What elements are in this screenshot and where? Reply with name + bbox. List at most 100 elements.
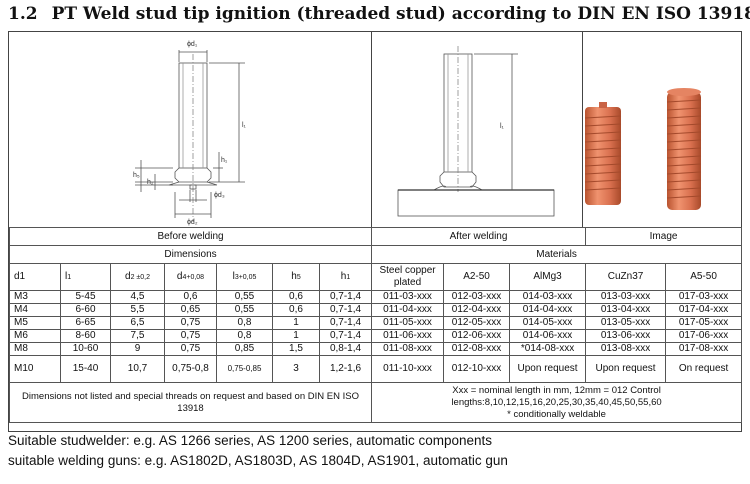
table-cell: 1 [272, 329, 320, 343]
column-header-row: d1 l1 d2 ±0,2 d4+0,08 l3+0,05 h5 h1 Stee… [9, 263, 743, 291]
note-lengths: Xxx = nominal length in mm, 12mm = 012 C… [371, 382, 743, 423]
col-cuzn37: CuZn37 [585, 263, 667, 291]
footer-welding-guns: suitable welding guns: e.g. AS1802D, AS1… [8, 453, 508, 468]
table-cell: 0,8-1,4 [318, 342, 373, 356]
table-cell: 011-06-xxx [371, 329, 445, 343]
label-h2: h₂ [147, 179, 154, 186]
table-row: M8 10-60 9 0,75 0,85 1,5 0,8-1,4 011-08-xxx 012-… [9, 342, 743, 356]
stud-dimension-drawing: ϕd₁ l₁ h₁ h₅ h₂ ϕd₃ ϕd₂ [133, 41, 247, 226]
col-a2-50: A2-50 [443, 263, 511, 291]
section-number: 1.2 [8, 4, 38, 24]
table-cell: 4,5 [110, 290, 165, 304]
notes-row: Dimensions not listed and special thread… [8, 382, 743, 423]
header-before-welding: Before welding [8, 227, 373, 246]
table-cell: 012-06-xxx [443, 329, 511, 343]
table-cell: 0,6 [164, 290, 217, 304]
table-cell: 017-06-xxx [665, 329, 743, 343]
table-cell: 013-05-xxx [585, 316, 667, 330]
stud-photo-2 [666, 88, 702, 210]
table-cell: 0,85 [216, 342, 273, 356]
table-cell: 6-60 [60, 303, 111, 317]
table-cell: 012-03-xxx [443, 290, 511, 304]
table-cell: 0,55 [216, 303, 273, 317]
table-cell: M4 [9, 303, 61, 317]
table-cell: 0,7-1,4 [318, 329, 373, 343]
table-cell: 5,5 [110, 303, 165, 317]
table-row: M4 6-60 5,5 0,65 0,55 0,6 0,7-1,4 011-04-xxx 012… [9, 303, 743, 317]
table-cell: 0,8 [216, 316, 273, 330]
table-cell: 6,5 [110, 316, 165, 330]
footer-studwelder: Suitable studwelder: e.g. AS 1266 series… [8, 433, 493, 448]
table-cell: 017-05-xxx [665, 316, 743, 330]
table-cell: 014-06-xxx [509, 329, 587, 343]
table-row: M5 6-65 6,5 0,75 0,8 1 0,7-1,4 011-05-xxx 012-05… [9, 316, 743, 330]
table-cell: 0,6 [272, 290, 320, 304]
table-cell: 1 [272, 316, 320, 330]
table-cell: 017-04-xxx [665, 303, 743, 317]
table-cell: 011-03-xxx [371, 290, 445, 304]
col-steel-copper: Steel copper plated [371, 263, 445, 291]
table-cell: 0,55 [216, 290, 273, 304]
col-h5: h5 [272, 263, 320, 291]
table-cell: 011-04-xxx [371, 303, 445, 317]
col-almg3: AlMg3 [509, 263, 587, 291]
ignition-tip [189, 184, 197, 190]
col-h1: h1 [318, 263, 373, 291]
table-cell: 014-05-xxx [509, 316, 587, 330]
figure-divider-2 [582, 32, 583, 227]
dimensions-materials-table: Before welding After welding Image Dimen… [8, 227, 743, 423]
table-cell: 0,75 [164, 329, 217, 343]
table-cell: 1,5 [272, 342, 320, 356]
col-l3: l3+0,05 [216, 263, 273, 291]
label-l1: l₁ [242, 122, 247, 129]
welded-stud-drawing: l₁ [397, 46, 555, 217]
table-cell: 0,7-1,4 [318, 290, 373, 304]
table-cell: 012-04-xxx [443, 303, 511, 317]
label-d1: ϕd₁ [187, 41, 198, 48]
table-cell: 013-04-xxx [585, 303, 667, 317]
table-cell: 011-08-xxx [371, 342, 445, 356]
col-d1: d1 [9, 263, 61, 291]
table-cell: 0,75 [164, 342, 217, 356]
table-cell: 017-08-xxx [665, 342, 743, 356]
table-cell: 10-60 [60, 342, 111, 356]
table-row: M6 8-60 7,5 0,75 0,8 1 0,7-1,4 011-06-xxx 012-06… [9, 329, 743, 343]
header-after-welding: After welding [371, 227, 587, 246]
table-cell: 011-05-xxx [371, 316, 445, 330]
section-title: PT Weld stud tip ignition (threaded stud… [51, 4, 750, 24]
header-materials: Materials [371, 245, 743, 264]
col-d4: d4+0,08 [164, 263, 217, 291]
note-dimensions: Dimensions not listed and special thread… [8, 382, 373, 423]
group-header-row: Dimensions Materials [8, 245, 743, 264]
stud-photo-1 [584, 102, 622, 205]
table-cell: 013-06-xxx [585, 329, 667, 343]
table-cell: 9 [110, 342, 165, 356]
header-image: Image [585, 227, 743, 246]
label-h1: h₁ [221, 157, 228, 164]
table-cell: 013-08-xxx [585, 342, 667, 356]
table-cell: *014-08-xxx [509, 342, 587, 356]
table-cell: 012-05-xxx [443, 316, 511, 330]
table-cell: 5-45 [60, 290, 111, 304]
table-cell: 0,65 [164, 303, 217, 317]
label-h5: h₅ [133, 172, 140, 179]
col-a5-50: A5-50 [665, 263, 743, 291]
table-cell: 014-04-xxx [509, 303, 587, 317]
table-cell: M6 [9, 329, 61, 343]
table-cell: 8-60 [60, 329, 111, 343]
stud-product-image [584, 88, 702, 210]
section-header-row: Before welding After welding Image [8, 227, 743, 246]
table-cell: 0,6 [272, 303, 320, 317]
figure-divider-1 [371, 32, 372, 227]
col-d2: d2 ±0,2 [110, 263, 165, 291]
table-cell: 014-03-xxx [509, 290, 587, 304]
table-cell: M8 [9, 342, 61, 356]
table-cell: M5 [9, 316, 61, 330]
table-cell: 012-08-xxx [443, 342, 511, 356]
table-cell: 0,7-1,4 [318, 316, 373, 330]
table-cell: 017-03-xxx [665, 290, 743, 304]
table-cell: 0,7-1,4 [318, 303, 373, 317]
table-cell: 013-03-xxx [585, 290, 667, 304]
table-row-m10: M10 15-40 10,7 0,75-0,8 0,75-0,85 3 1,2-… [9, 355, 743, 383]
header-dimensions: Dimensions [8, 245, 373, 264]
